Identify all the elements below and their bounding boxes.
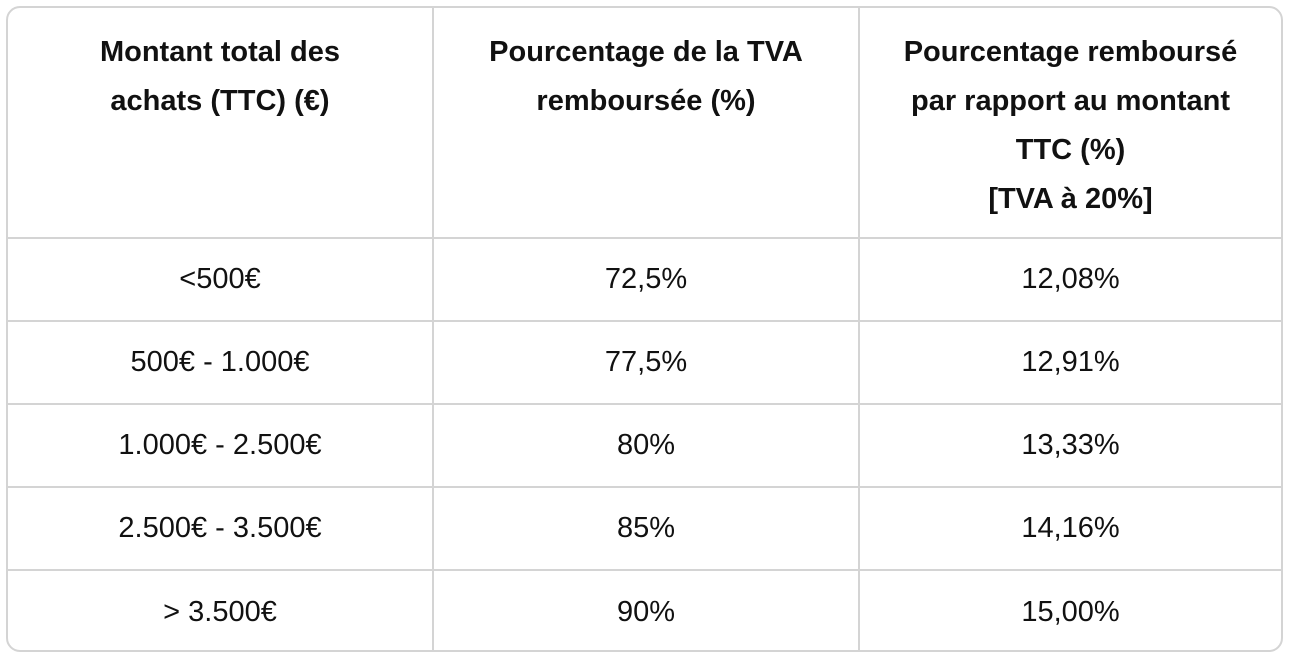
cell-amount: 500€ - 1.000€	[8, 321, 434, 405]
cell-vat-percentage: 90%	[433, 570, 860, 650]
table-row: 2.500€ - 3.500€ 85% 14,16%	[8, 487, 1281, 571]
header-total-purchase-amount: Montant total des achats (TTC) (€)	[8, 8, 434, 239]
cell-ttc-percentage: 15,00%	[1021, 595, 1120, 628]
table-row: 500€ - 1.000€ 77,5% 12,91%	[8, 321, 1281, 405]
header-line: Pourcentage remboursé	[903, 36, 1238, 68]
header-line: Pourcentage de la TVA	[489, 36, 803, 68]
cell-ttc-percentage: 14,16%	[859, 487, 1281, 571]
header-vat-refund-percentage: Pourcentage de la TVA remboursée (%)	[433, 8, 860, 239]
cell-vat-percentage: 77,5%	[433, 321, 860, 405]
cell-vat-percentage: 80%	[433, 404, 860, 488]
vat-refund-table-container: Montant total des achats (TTC) (€) Pourc…	[6, 6, 1283, 652]
vat-refund-table: Montant total des achats (TTC) (€) Pourc…	[8, 8, 1281, 650]
table-row: 1.000€ - 2.500€ 80% 13,33%	[8, 404, 1281, 488]
header-line: Montant total des	[99, 36, 341, 68]
table-header-row: Montant total des achats (TTC) (€) Pourc…	[8, 8, 1281, 239]
cell-amount: <500€	[8, 238, 434, 322]
header-refund-percentage-ttc: Pourcentage remboursé par rapport au mon…	[859, 8, 1281, 239]
header-line: remboursée (%)	[536, 85, 756, 117]
cell-vat-percentage: 85%	[433, 487, 860, 571]
cell-vat-percentage: 72,5%	[433, 238, 860, 322]
header-line: achats (TTC) (€)	[110, 85, 330, 117]
table-row: > 3.500€ 90% 15,00%	[8, 570, 1281, 650]
cell-amount: > 3.500€	[8, 570, 434, 650]
cell-ttc-percentage: 12,08%	[859, 238, 1281, 322]
header-line: [TVA à 20%]	[988, 183, 1153, 215]
cell-ttc-percentage: 13,33%	[859, 404, 1281, 488]
table-row: <500€ 72,5% 12,08%	[8, 238, 1281, 322]
header-line: TTC (%)	[1015, 134, 1126, 166]
cell-ttc-percentage: 12,91%	[859, 321, 1281, 405]
cell-amount: 2.500€ - 3.500€	[8, 487, 434, 571]
header-line: par rapport au montant	[910, 85, 1230, 117]
cell-amount: 1.000€ - 2.500€	[8, 404, 434, 488]
